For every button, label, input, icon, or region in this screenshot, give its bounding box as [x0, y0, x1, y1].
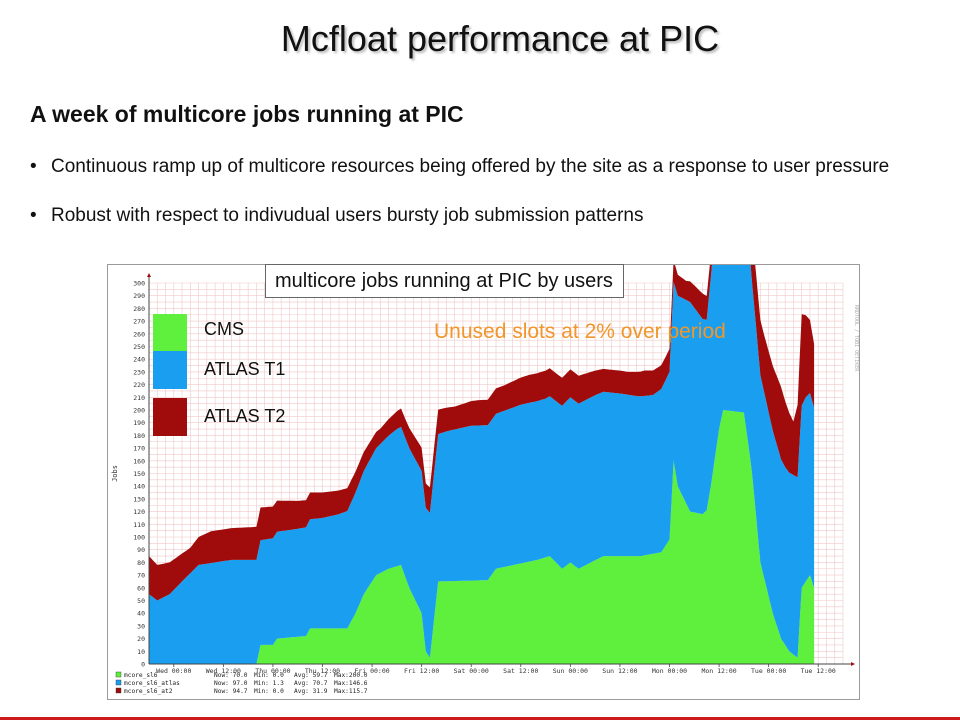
x-tick-label: Fri 00:00 — [354, 667, 389, 675]
stats-cell: Now: 70.0 — [214, 672, 248, 679]
x-tick-label: Wed 00:00 — [156, 667, 191, 675]
chart-annotation: Unused slots at 2% over period — [434, 320, 726, 343]
legend-swatch-atlas-t1 — [153, 351, 187, 389]
x-tick-label: Fri 12:00 — [404, 667, 439, 675]
y-tick-label: 0 — [141, 661, 145, 669]
series-area-cms — [149, 410, 815, 664]
x-tick-label: Sun 00:00 — [553, 667, 588, 675]
bullet-dot-icon: • — [30, 156, 37, 177]
x-axis-arrow-icon — [851, 662, 855, 666]
y-tick-label: 10 — [137, 648, 145, 656]
slide-title: Mcfloat performance at PIC — [280, 18, 720, 59]
y-tick-label: 140 — [133, 483, 145, 491]
stats-cell: Avg: 31.9 — [294, 688, 328, 695]
stats-swatch — [115, 687, 122, 694]
stats-cell: Max:200.0 — [334, 672, 368, 679]
y-tick-label: 280 — [133, 305, 145, 313]
y-tick-label: 90 — [137, 546, 145, 554]
stats-cell: Max:115.7 — [334, 688, 368, 695]
y-tick-label: 240 — [133, 356, 145, 364]
bullet-item: • Robust with respect to indivudual user… — [30, 204, 935, 228]
y-tick-label: 20 — [137, 635, 145, 643]
stats-cell: Min: 0.0 — [254, 672, 284, 679]
bullet-item: • Continuous ramp up of multicore resour… — [30, 155, 935, 179]
y-tick-label: 290 — [133, 292, 145, 300]
y-tick-label: 150 — [133, 470, 145, 478]
legend-swatch-cms — [153, 314, 187, 352]
legend-label-atlas-t1: ATLAS T1 — [204, 359, 286, 379]
x-tick-label: Sat 12:00 — [503, 667, 538, 675]
y-tick-label: 60 — [137, 584, 145, 592]
x-tick-label: Wed 12:00 — [206, 667, 241, 675]
x-tick-label: Mon 12:00 — [701, 667, 736, 675]
y-tick-label: 30 — [137, 622, 145, 630]
y-tick-label: 130 — [133, 495, 145, 503]
bullet-list: • Continuous ramp up of multicore resour… — [30, 155, 935, 253]
series-area-atlas-t2 — [149, 265, 815, 601]
chart-title: multicore jobs running at PIC by users — [265, 264, 624, 298]
legend-label-cms: CMS — [204, 319, 244, 339]
chart-panel: 0 10 20 30 40 50 60 70 80 90 100 110 120 130 140 150 160… — [107, 264, 860, 700]
stats-swatch — [115, 671, 122, 678]
y-tick-label: 200 — [133, 407, 145, 415]
x-tick-label: Tue 12:00 — [801, 667, 836, 675]
x-tick-label: Sat 00:00 — [454, 667, 489, 675]
stats-swatch — [115, 679, 122, 686]
y-tick-label: 300 — [133, 280, 145, 288]
y-tick-label: 220 — [133, 381, 145, 389]
stats-cell: Now: 97.0 — [214, 680, 248, 687]
x-tick-label: Tue 00:00 — [751, 667, 786, 675]
side-watermark: RRDTOOL / TOBI OETIKER — [853, 305, 859, 372]
stats-cell: Now: 94.7 — [214, 688, 248, 695]
footer-accent-bar — [0, 717, 960, 720]
stats-cell: mcore_sl6_atlas — [124, 680, 180, 687]
y-tick-label: 160 — [133, 457, 145, 465]
y-axis-label: Jobs — [111, 465, 119, 482]
stats-cell: Max:146.6 — [334, 680, 368, 687]
stats-cell: Min: 0.0 — [254, 688, 284, 695]
bullet-text: Robust with respect to indivudual users … — [51, 205, 644, 226]
legend-label-atlas-t2: ATLAS T2 — [204, 406, 286, 426]
stats-cell: mcore_sl6_at2 — [124, 688, 173, 695]
stats-cell: Avg: 59.7 — [294, 672, 328, 679]
bullet-dot-icon: • — [30, 205, 37, 226]
y-tick-label: 120 — [133, 508, 145, 516]
x-tick-label: Thu 00:00 — [255, 667, 290, 675]
x-tick-label: Thu 12:00 — [305, 667, 340, 675]
stats-cell: Avg: 70.7 — [294, 680, 328, 687]
y-tick-label: 230 — [133, 368, 145, 376]
y-tick-label: 50 — [137, 597, 145, 605]
y-tick-label: 70 — [137, 572, 145, 580]
y-tick-label: 210 — [133, 394, 145, 402]
y-tick-label: 80 — [137, 559, 145, 567]
x-tick-label: Sun 12:00 — [602, 667, 637, 675]
series-area-atlas-t1 — [149, 265, 815, 664]
y-tick-label: 100 — [133, 534, 145, 542]
y-tick-label: 40 — [137, 610, 145, 618]
y-tick-label: 190 — [133, 419, 145, 427]
x-tick-label: Mon 00:00 — [652, 667, 687, 675]
y-tick-label: 260 — [133, 330, 145, 338]
y-tick-label: 270 — [133, 318, 145, 326]
slide-subtitle: A week of multicore jobs running at PIC — [30, 101, 464, 127]
bullet-text: Continuous ramp up of multicore resource… — [51, 156, 890, 177]
y-axis-arrow-icon — [147, 273, 151, 277]
y-tick-label: 170 — [133, 445, 145, 453]
stats-cell: Min: 1.3 — [254, 680, 284, 687]
y-tick-label: 110 — [133, 521, 145, 529]
legend-swatch-atlas-t2 — [153, 398, 187, 436]
y-tick-label: 180 — [133, 432, 145, 440]
stats-cell: mcore_sl6 — [124, 672, 158, 679]
y-tick-label: 250 — [133, 343, 145, 351]
